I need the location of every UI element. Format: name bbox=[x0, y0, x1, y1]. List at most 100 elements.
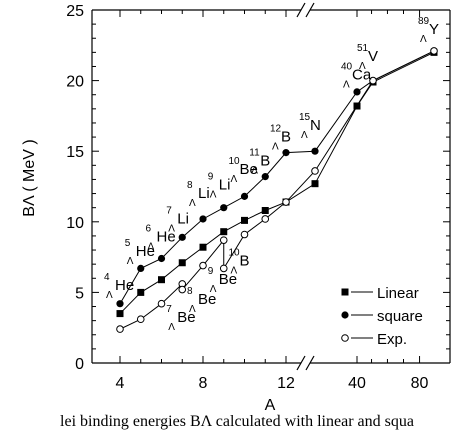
break-mark-left-bottom bbox=[296, 355, 306, 371]
annotation-symbol: Be bbox=[219, 271, 237, 288]
annotation-mass: 10 bbox=[229, 248, 241, 259]
annotation-mass: 89 bbox=[418, 16, 430, 27]
series-0-point bbox=[311, 180, 319, 188]
series-2-point bbox=[219, 236, 228, 244]
series-1-point bbox=[157, 254, 166, 263]
series-2-point bbox=[178, 285, 187, 294]
annotation-symbol: Y bbox=[429, 21, 439, 38]
x-tick-label: 8 bbox=[199, 375, 208, 392]
series-1-point bbox=[261, 173, 269, 181]
series-2-point bbox=[261, 215, 270, 223]
series-2-point bbox=[240, 230, 249, 239]
annotation-symbol: Li bbox=[198, 185, 210, 202]
legend-label-1: square bbox=[377, 308, 423, 325]
series-0-point bbox=[199, 243, 207, 251]
annotation-symbol: V bbox=[368, 48, 378, 65]
series-0-point bbox=[261, 207, 269, 215]
series-1-point bbox=[199, 215, 207, 223]
x-axis-label: A bbox=[265, 397, 276, 414]
y-tick-label: 15 bbox=[66, 144, 84, 161]
annotation-mass: 8 bbox=[187, 180, 193, 191]
series-2-point bbox=[282, 198, 290, 206]
annotation-mass: 9 bbox=[208, 172, 214, 183]
annotation-mass: 8 bbox=[187, 286, 193, 297]
annotation-mass: 7 bbox=[166, 205, 172, 216]
x-tick-label: 12 bbox=[277, 375, 295, 392]
break-mark-right-bottom bbox=[305, 355, 315, 371]
annotation-symbol: B bbox=[240, 253, 250, 270]
annotation-lambda: Λ bbox=[148, 242, 155, 253]
series-2-point bbox=[136, 315, 145, 324]
annotation-lambda: Λ bbox=[106, 290, 113, 301]
series-line-0 bbox=[119, 51, 435, 314]
annotation-symbol: B bbox=[281, 128, 291, 145]
annotation-lambda: Λ bbox=[168, 322, 175, 333]
annotation-lambda: Λ bbox=[359, 61, 366, 72]
series-0-point bbox=[116, 310, 124, 318]
legend-marker-2 bbox=[341, 334, 349, 342]
annotation-symbol: Be bbox=[240, 161, 258, 178]
annotation-lambda: Λ bbox=[420, 34, 427, 45]
x-tick-label: 4 bbox=[116, 375, 125, 392]
annotation-lambda: Λ bbox=[231, 174, 238, 185]
y-tick-label: 25 bbox=[66, 3, 84, 20]
annotation-mass: 4 bbox=[104, 272, 110, 283]
break-mark-left-top bbox=[296, 2, 306, 18]
series-2-point bbox=[199, 261, 207, 270]
annotation-lambda: Λ bbox=[127, 256, 134, 267]
annotation-mass: 15 bbox=[299, 112, 311, 123]
annotation-symbol: He bbox=[115, 277, 134, 294]
legend-marker-1 bbox=[341, 311, 349, 319]
annotation-symbol: He bbox=[136, 243, 155, 260]
annotation-mass: 7 bbox=[166, 304, 172, 315]
series-1-point bbox=[178, 233, 186, 241]
y-tick-label: 5 bbox=[75, 285, 84, 302]
annotation-symbol: Li bbox=[177, 210, 189, 227]
annotation-symbol: N bbox=[310, 117, 321, 134]
annotation-mass: 11 bbox=[249, 147, 260, 158]
annotation-lambda: Λ bbox=[168, 223, 175, 234]
series-2-point bbox=[157, 299, 166, 308]
series-1-point bbox=[240, 192, 249, 200]
annotation-mass: 5 bbox=[125, 238, 131, 249]
series-2-point bbox=[116, 325, 124, 333]
series-1-point bbox=[220, 204, 228, 212]
series-1-point bbox=[137, 264, 145, 272]
y-tick-label: 0 bbox=[75, 356, 84, 373]
annotation-symbol: He bbox=[157, 229, 176, 246]
series-0-point bbox=[137, 288, 145, 296]
y-axis-label: BΛ ( MeV ) bbox=[21, 139, 38, 216]
legend-marker-0 bbox=[341, 288, 349, 296]
series-0-point bbox=[158, 276, 165, 284]
annotation-lambda: Λ bbox=[272, 141, 279, 152]
annotation-mass: 6 bbox=[146, 224, 152, 235]
series-line-1 bbox=[119, 50, 435, 304]
series-1-point bbox=[311, 147, 319, 155]
annotation-lambda: Λ bbox=[189, 198, 196, 209]
break-mark-right-top bbox=[305, 2, 315, 18]
figure-caption: lei binding energies BΛ calculated with … bbox=[60, 414, 414, 430]
series-0-point bbox=[241, 216, 248, 224]
annotation-mass: 51 bbox=[357, 43, 369, 54]
x-tick-label: 80 bbox=[411, 375, 429, 392]
series-2-point bbox=[219, 264, 228, 273]
y-tick-label: 10 bbox=[66, 215, 84, 232]
series-line-2 bbox=[119, 50, 435, 330]
legend-label-2: Exp. bbox=[377, 331, 407, 348]
annotation-symbol: Ca bbox=[352, 66, 372, 83]
annotation-lambda: Λ bbox=[210, 190, 217, 201]
series-2-point bbox=[311, 167, 319, 175]
annotation-symbol: B bbox=[260, 152, 270, 169]
annotation-symbol: Be bbox=[198, 291, 216, 308]
series-2-point bbox=[369, 76, 377, 85]
annotation-mass: 9 bbox=[208, 266, 214, 277]
series-1-point bbox=[116, 300, 124, 308]
series-1-point bbox=[353, 88, 361, 96]
y-tick-label: 20 bbox=[66, 74, 84, 91]
legend-label-0: Linear bbox=[377, 285, 419, 302]
annotation-mass: 40 bbox=[341, 61, 353, 72]
annotation-lambda: Λ bbox=[210, 284, 217, 295]
annotation-lambda: Λ bbox=[189, 304, 196, 315]
